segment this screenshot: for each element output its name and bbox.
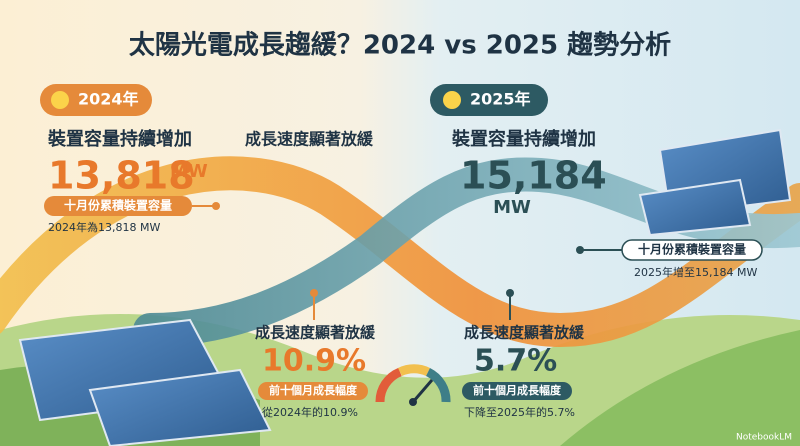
heading: 裝置容量持續增加 <box>47 128 192 150</box>
note: 從2024年的10.9% <box>262 405 358 419</box>
badge-label: 2025年 <box>470 90 531 109</box>
tag <box>258 382 368 400</box>
tag <box>462 382 572 400</box>
tag-label: 前十個月成長幅度 <box>269 383 358 397</box>
value: 5.7% <box>474 344 557 379</box>
badge-label: 2024年 <box>78 90 139 109</box>
badge <box>430 84 548 116</box>
heading: 成長速度顯著放緩 <box>245 130 374 149</box>
note: 2025年增至15,184 MW <box>634 265 757 279</box>
connector-dot <box>212 202 220 210</box>
connector-dot <box>506 289 514 297</box>
tag <box>621 239 763 261</box>
tag-label: 前十個月成長幅度 <box>473 383 562 397</box>
solar-panels-left <box>18 318 272 446</box>
value: 15,184 <box>460 154 607 198</box>
unit: MW <box>493 197 531 218</box>
hill <box>560 330 800 446</box>
unit: MW <box>170 161 208 182</box>
title: 太陽光電成長趨緩？2024 vs 2025 趨勢分析 <box>129 30 671 61</box>
badge <box>40 84 152 116</box>
gauge <box>375 364 451 406</box>
sun-icon <box>51 91 69 109</box>
solar-panels-right <box>638 128 792 237</box>
sun-icon <box>443 91 461 109</box>
heading: 成長速度顯著放緩 <box>255 324 376 342</box>
note: 下降至2025年的5.7% <box>464 405 575 419</box>
value: 13,818 <box>48 154 195 198</box>
orange-ribbon <box>0 156 800 348</box>
tag-label: 十月份累積裝置容量 <box>638 242 746 257</box>
tag-label: 十月份累積裝置容量 <box>64 198 172 213</box>
connector-dot <box>310 289 318 297</box>
heading: 裝置容量持續增加 <box>451 128 596 150</box>
value: 10.9% <box>262 344 366 379</box>
note: 2024年為13,818 MW <box>48 220 160 234</box>
heading: 成長速度顯著放緩 <box>464 324 585 342</box>
watermark: NotebookLM <box>736 433 792 443</box>
tag <box>44 196 192 216</box>
